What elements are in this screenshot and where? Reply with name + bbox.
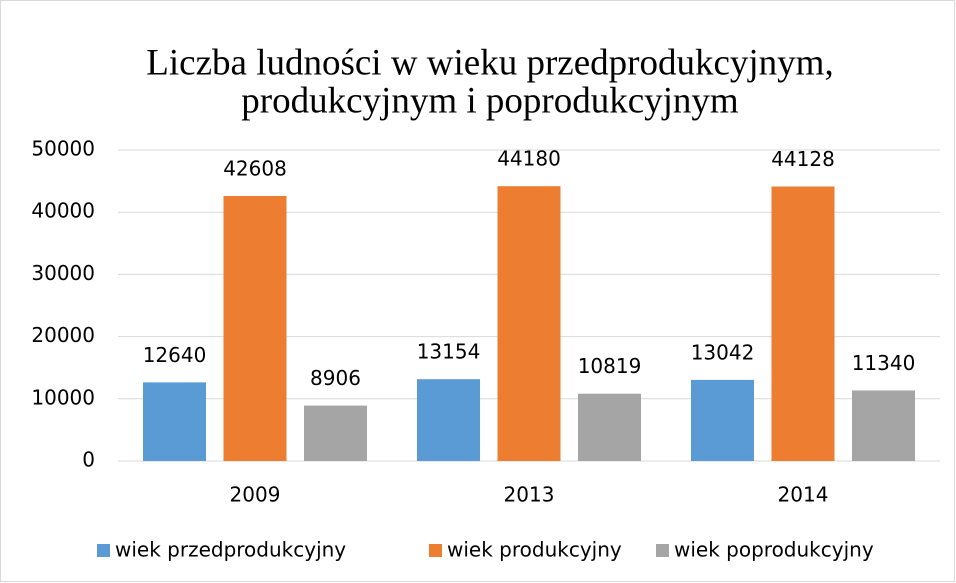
- value-label: 10819: [578, 354, 642, 378]
- bar: [691, 379, 754, 461]
- bar: [578, 393, 641, 461]
- y-tick-label: 0: [82, 448, 95, 472]
- value-label: 44128: [771, 147, 835, 171]
- bar: [771, 186, 835, 461]
- bar: [143, 382, 206, 461]
- legend-swatch: [656, 544, 669, 557]
- y-tick-label: 30000: [31, 261, 95, 285]
- legend-swatch: [97, 544, 110, 557]
- y-tick-label: 40000: [31, 199, 95, 223]
- bar: [417, 379, 480, 461]
- value-label: 13042: [691, 340, 755, 364]
- legend-label: wiek poprodukcyjny: [674, 538, 874, 562]
- value-label: 13154: [417, 340, 481, 364]
- bar: [223, 195, 287, 461]
- chart-title: produkcyjnym i poprodukcyjnym: [241, 80, 739, 121]
- bar: [304, 405, 367, 461]
- bar: [497, 186, 561, 462]
- x-tick-label: 2013: [504, 483, 555, 507]
- value-label: 42608: [223, 156, 287, 180]
- bar: [852, 390, 915, 461]
- value-label: 8906: [310, 366, 361, 390]
- value-label: 12640: [143, 343, 207, 367]
- x-tick-label: 2014: [778, 483, 829, 507]
- y-tick-label: 20000: [31, 323, 95, 347]
- legend-label: wiek produkcyjny: [447, 538, 622, 562]
- legend-label: wiek przedprodukcyjny: [115, 538, 346, 562]
- value-label: 44180: [497, 147, 561, 171]
- value-label: 11340: [852, 351, 916, 375]
- chart-title: Liczba ludności w wieku przedprodukcyjny…: [146, 42, 833, 83]
- y-tick-label: 10000: [31, 385, 95, 409]
- y-tick-label: 50000: [31, 137, 95, 161]
- legend-swatch: [429, 544, 442, 557]
- x-tick-label: 2009: [230, 483, 281, 507]
